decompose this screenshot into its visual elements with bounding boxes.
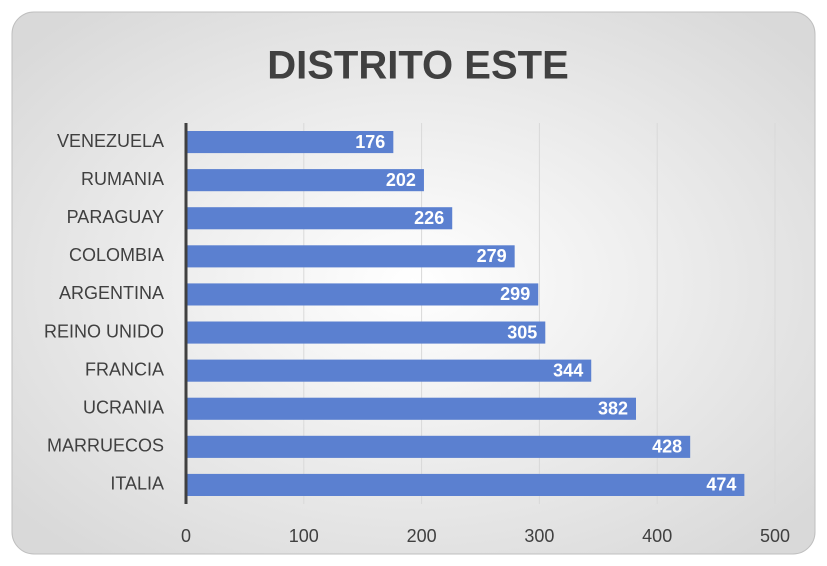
bar <box>186 397 636 420</box>
y-tick-label: FRANCIA <box>85 359 164 379</box>
bar <box>186 473 745 496</box>
bar <box>186 245 515 268</box>
y-tick-label: RUMANIA <box>81 169 164 189</box>
y-tick-label: VENEZUELA <box>57 131 164 151</box>
data-label: 299 <box>500 284 530 304</box>
y-tick-label: COLOMBIA <box>69 245 164 265</box>
x-tick-label: 100 <box>289 526 319 546</box>
chart-title: DISTRITO ESTE <box>267 44 569 88</box>
data-label: 176 <box>355 132 385 152</box>
y-tick-label: MARRUECOS <box>47 436 164 456</box>
bar <box>186 359 592 382</box>
y-tick-label: UCRANIA <box>83 398 164 418</box>
data-label: 305 <box>507 322 537 342</box>
y-tick-label: ITALIA <box>110 474 164 494</box>
bar <box>186 321 546 344</box>
x-tick-label: 200 <box>407 526 437 546</box>
data-label: 474 <box>706 475 736 495</box>
bar <box>186 131 394 154</box>
y-tick-label: REINO UNIDO <box>44 321 164 341</box>
bar <box>186 207 453 230</box>
x-tick-label: 400 <box>642 526 672 546</box>
bar <box>186 169 424 192</box>
x-tick-label: 300 <box>524 526 554 546</box>
data-label: 344 <box>553 360 583 380</box>
x-tick-label: 500 <box>760 526 790 546</box>
y-tick-label: PARAGUAY <box>67 207 164 227</box>
x-tick-label: 0 <box>181 526 191 546</box>
bar <box>186 283 539 306</box>
data-label: 279 <box>477 246 507 266</box>
data-label: 226 <box>414 208 444 228</box>
bar <box>186 435 691 458</box>
data-label: 428 <box>652 437 682 457</box>
y-tick-label: ARGENTINA <box>59 283 164 303</box>
data-label: 382 <box>598 399 628 419</box>
data-label: 202 <box>386 170 416 190</box>
